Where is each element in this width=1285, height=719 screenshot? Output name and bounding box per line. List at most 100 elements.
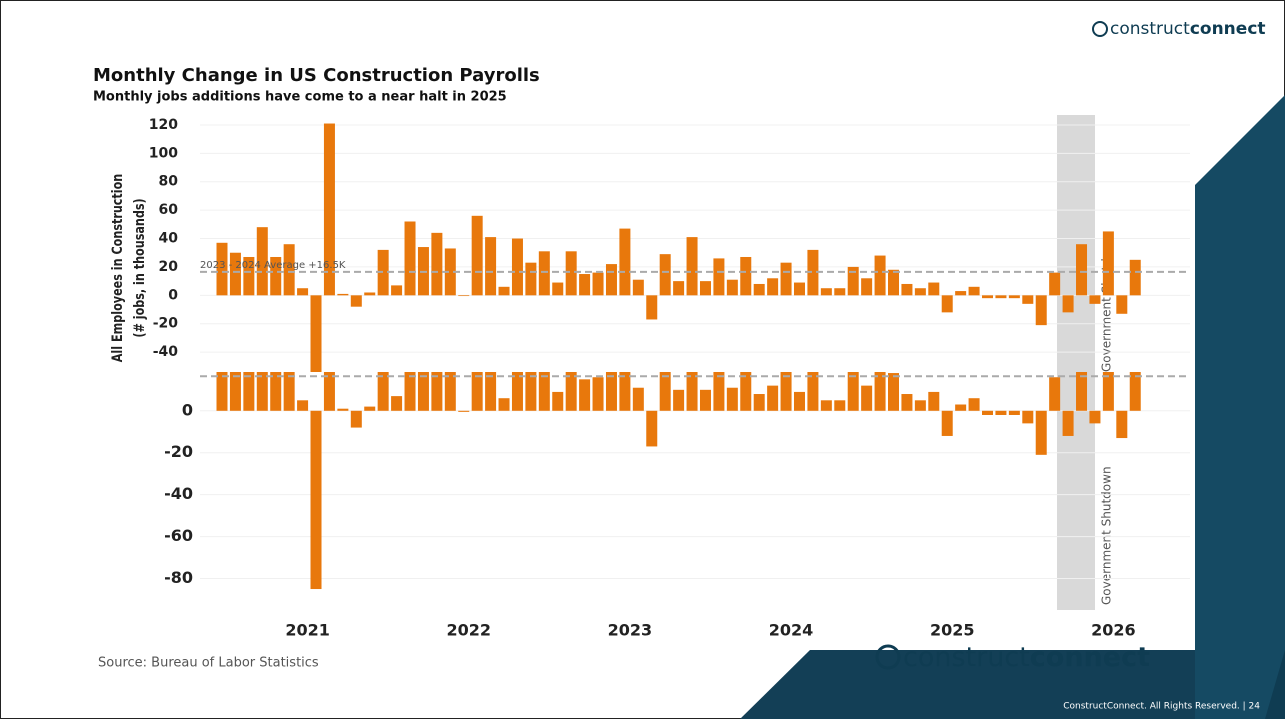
y-tick-label: -20: [153, 316, 179, 332]
y-tick-label: 120: [149, 117, 178, 133]
bar: [498, 286, 510, 296]
bar: [686, 237, 698, 296]
bar: [229, 252, 241, 296]
bar: [1035, 410, 1047, 455]
bar: [914, 400, 926, 411]
y-tick-label: 100: [149, 145, 178, 161]
bar: [538, 251, 550, 296]
bar: [270, 256, 282, 296]
bar: [337, 408, 349, 411]
bar: [458, 295, 470, 297]
bar: [364, 406, 376, 411]
bar: [1049, 272, 1061, 296]
bar: [552, 282, 564, 296]
bar: [699, 281, 711, 296]
bar: [310, 295, 322, 372]
logo-part: connect: [1030, 642, 1150, 673]
bar: [888, 373, 899, 411]
bar: [807, 249, 819, 296]
bar: [270, 372, 282, 411]
bar: [793, 391, 805, 411]
bar: [740, 256, 752, 296]
bar: [431, 372, 443, 411]
logo-part: connect: [1190, 19, 1266, 39]
bar: [1062, 295, 1074, 313]
bar: [391, 396, 403, 411]
bar: [834, 400, 846, 411]
bar: [713, 258, 725, 296]
bar: [552, 391, 564, 411]
bar: [1102, 372, 1114, 411]
bar: [297, 288, 309, 296]
chart-title: Monthly Change in US Construction Payrol…: [93, 65, 540, 86]
bar: [1116, 295, 1128, 314]
shutdown-label: Government Shutdown: [1100, 466, 1114, 605]
y-tick-label: 0: [182, 400, 193, 419]
bar: [955, 404, 967, 411]
bar: [1129, 372, 1141, 411]
logo-icon: [1092, 21, 1108, 37]
bar: [1102, 231, 1114, 296]
bar: [914, 288, 926, 296]
bar: [632, 279, 644, 296]
shutdown-band: [1057, 372, 1095, 610]
bar: [592, 272, 604, 296]
bar: [310, 410, 322, 590]
bar: [968, 398, 980, 411]
y-tick-label: 0: [168, 287, 178, 303]
decor-right: [1195, 95, 1285, 719]
bar: [565, 372, 577, 411]
bar: [216, 242, 228, 296]
y-tick-label: -60: [164, 526, 193, 545]
bar: [1022, 410, 1034, 424]
bar: [1062, 410, 1074, 436]
bar: [740, 372, 752, 411]
bar: [243, 256, 255, 296]
bar: [888, 269, 899, 296]
bar: [337, 293, 349, 296]
bar: [834, 288, 846, 296]
bar: [928, 282, 940, 296]
bar: [1049, 377, 1061, 411]
y-tick-label: -40: [153, 344, 179, 360]
logo-bottom: constructconnect: [875, 642, 1150, 673]
y-axis-label: (# jobs, in thousands): [131, 198, 148, 337]
bar: [619, 228, 631, 296]
bar: [565, 251, 577, 296]
panel: Government Shutdown-40-20020406080100120…: [149, 115, 1190, 372]
bar: [1008, 410, 1020, 415]
bar: [592, 377, 604, 411]
bar: [807, 372, 819, 411]
bar: [874, 255, 886, 296]
bar: [391, 285, 403, 296]
bar: [646, 295, 658, 320]
bar: [538, 372, 550, 411]
y-tick-label: -80: [164, 568, 193, 587]
logo-part: construct: [903, 642, 1030, 673]
bar: [632, 387, 644, 411]
average-label: 2023 - 2024 Average +16.5K: [200, 260, 346, 271]
bar: [283, 244, 295, 296]
logo-icon: [875, 644, 901, 670]
bar: [753, 283, 765, 296]
bar: [256, 227, 268, 296]
bar: [995, 295, 1007, 299]
bar: [619, 372, 631, 411]
bar: [767, 385, 779, 411]
bar: [673, 389, 685, 411]
bar: [673, 281, 685, 296]
bar: [780, 262, 792, 296]
shutdown-band: [1057, 115, 1095, 372]
source: Source: Bureau of Labor Statistics: [98, 656, 319, 671]
bar: [941, 295, 953, 313]
rights: ConstructConnect. All Rights Reserved. |…: [1063, 702, 1260, 712]
bar: [404, 221, 416, 296]
y-axis-label: All Employees in Construction: [109, 174, 126, 362]
bar: [511, 238, 523, 296]
bar: [377, 372, 389, 411]
bar: [982, 410, 994, 415]
bar: [511, 372, 523, 411]
logo-text: constructconnect: [1110, 19, 1266, 39]
logo-part: construct: [1110, 19, 1190, 39]
bar: [753, 394, 765, 411]
